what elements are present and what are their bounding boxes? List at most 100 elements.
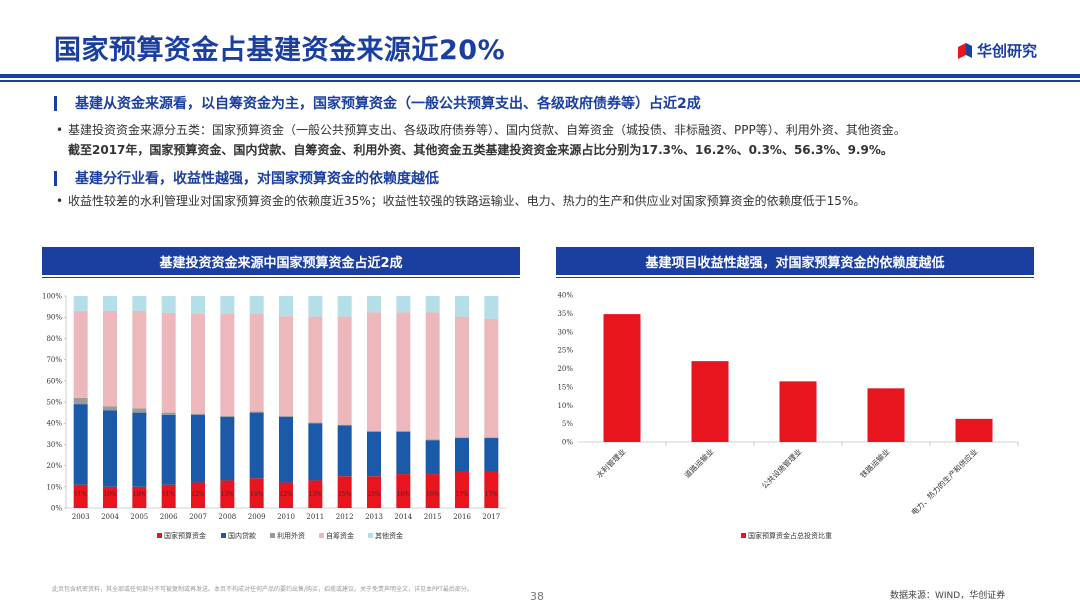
chart1-bar-segment [191,482,205,508]
chart1-xtick-label: 2006 [160,513,178,521]
chart2-legend-swatch [741,533,746,538]
chart1-ytick-label: 100% [42,293,62,301]
chart1-bar-segment [103,310,117,407]
chart1-bar-segment [425,296,440,313]
chart1-ytick-label: 0% [51,505,62,513]
chart1-bar-segment [455,296,469,317]
chart2-xtick-label: 公共设施管理业 [759,446,804,491]
chart2-ytick-label: 5% [562,420,573,428]
chart1-bar-segment [191,413,205,415]
chart1-stacked-bar: 0% 10% 20% 30% 40% 50% 60% 70% 80% 90% 100% 2003 11%… [42,293,506,540]
chart1-legend-label: 国内贷款 [228,531,256,540]
chart1-bar-segment [73,296,88,311]
chart1-bar-segment [484,318,499,438]
chart1-ytick-label: 80% [46,335,62,343]
chart1-bar-segment [308,296,323,317]
chart1-data-label: 14% [250,491,264,498]
chart1-ytick-label: 20% [46,462,62,470]
chart1-bar-segment [220,480,235,508]
chart1-xtick-label: 2016 [453,513,471,521]
chart2-rule [556,277,1034,278]
chart1-ytick-label: 70% [46,356,62,364]
chart1-data-label: 10% [133,491,147,498]
chart1-bar-segment [425,440,440,475]
chart1-data-label: 16% [426,491,440,498]
chart1-legend-swatch [270,533,275,538]
chart1-bar-segment [132,296,147,311]
chart2-ytick-label: 20% [557,365,573,373]
bullet-2: • 收益性较差的水利管理业对国家预算资金的依赖度近35%；收益性较强的铁路运输业、… [56,194,866,208]
chart1-xtick-label: 2008 [218,513,236,521]
chart1-bar-segment [308,423,323,481]
chart2-ytick-label: 30% [557,328,573,336]
chart1-bar-segment [220,314,235,416]
chart2-bar [955,418,993,442]
chart2-bar [691,361,729,442]
chart2-ytick-label: 40% [557,292,573,300]
header-rule-thin [0,80,1080,82]
chart2-bar [779,381,817,442]
chart1-xtick-label: 2007 [189,513,207,521]
chart1-bar-segment [132,412,147,487]
data-source: 数据来源：WIND，华创证券 [890,591,1006,601]
chart1-bar-segment [73,404,88,485]
chart1-bar-segment [103,410,117,487]
huachuang-logo-icon [958,42,972,59]
chart1-bar-segment [73,397,88,405]
chart1-bar-segment [249,412,264,479]
chart1-bar-segment [279,296,293,317]
chart1-bar-segment [367,312,381,432]
chart2-ytick-label: 25% [557,347,573,355]
chart1-bar-segment [103,406,117,411]
chart1-title: 基建投资资金来源中国家预算资金占近2成 [42,247,520,275]
chart1-bar-segment [367,431,381,432]
chart1-bar-segment [337,424,352,426]
chart2-bar [603,314,641,442]
chart1-bar-segment [484,471,499,508]
chart1-data-label: 13% [221,491,235,498]
chart1-data-label: 16% [397,491,411,498]
section-heading-1: 基建从资金来源看，以自筹资金为主，国家预算资金（一般公共预算支出、各级政府债券等… [54,93,701,113]
chart1-legend-label: 自筹资金 [326,531,354,540]
chart1-legend-swatch [368,533,373,538]
chart1-data-label: 11% [74,491,88,498]
chart1-rule [42,277,520,278]
chart1-xtick-label: 2011 [306,513,324,521]
chart1-bar-segment [337,425,352,477]
chart1-bar-segment [161,296,176,313]
chart1-xtick-label: 2015 [424,513,442,521]
chart2-ytick-label: 15% [557,383,573,391]
chart2-ytick-label: 0% [562,439,573,447]
chart2-bar: 0% 5% 10% 15% 20% 25% 30% 35% 40% 水利管理业 道路运输业 公共设施管… [557,292,1019,540]
chart1-bar-segment [367,296,381,313]
page-title: 国家预算资金占基建资金来源近20% [54,35,506,66]
chart1-ytick-label: 50% [46,399,62,407]
chart2-ytick-label: 35% [557,310,573,318]
chart1-bar-segment [425,439,440,441]
chart1-bar-segment [249,411,264,413]
chart1-xtick-label: 2017 [482,513,500,521]
chart1-data-label: 17% [455,491,469,498]
chart1-bar-segment [337,476,352,508]
chart1-bar-segment [455,437,469,439]
chart1-data-label: 12% [191,491,205,498]
logo: 华创研究 [958,40,1037,61]
chart1-bar-segment [425,312,440,440]
chart1-bar-segment [161,412,176,415]
chart1-ytick-label: 40% [46,420,62,428]
bullet-1-text: 基建投资资金来源分五类：国家预算资金（一般公共预算支出、各级政府债券等）、国内贷… [68,123,906,137]
chart1-bar-segment [279,416,293,483]
chart1-bar-segment [220,416,235,481]
chart1-bar-segment [425,474,440,508]
chart1-bar-segment [249,314,264,412]
header-rule [0,74,1080,78]
chart1-bar-segment [484,437,499,439]
chart1-ytick-label: 10% [46,483,62,491]
chart1-bar-segment [396,474,411,508]
chart1-bar-segment [103,486,117,508]
chart1-bar-segment [367,431,381,477]
chart2-legend-label: 国家预算资金占总投资比重 [748,531,832,540]
bullet-2-text: 收益性较差的水利管理业对国家预算资金的依赖度近35%；收益性较强的铁路运输业、电… [68,194,866,208]
chart1-xtick-label: 2004 [101,513,119,521]
chart1-bar-segment [484,296,499,319]
